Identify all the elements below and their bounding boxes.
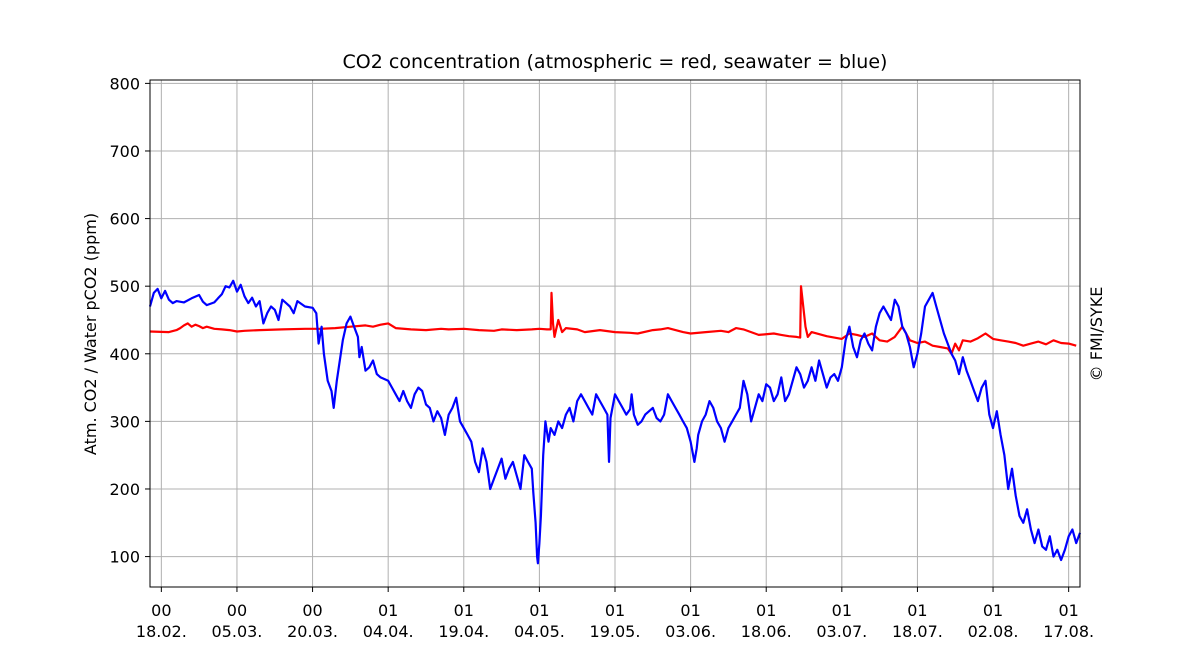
x-tick-date-label: 19.05.	[590, 622, 641, 641]
x-tick-date-label: 05.03.	[212, 622, 263, 641]
x-tick-hour-label: 01	[907, 601, 927, 620]
x-tick-hour-label: 00	[302, 601, 322, 620]
x-tick-hour-label: 01	[832, 601, 852, 620]
x-tick-date-label: 04.04.	[363, 622, 414, 641]
x-tick-hour-label: 01	[378, 601, 398, 620]
chart-title: CO2 concentration (atmospheric = red, se…	[343, 51, 888, 73]
atmospheric-co2-line	[149, 285, 1077, 355]
ticks: 100 200 300 400 500 600 700 800 00 18.02. 00 05.03.…	[109, 74, 1094, 641]
x-tick-hour-label: 01	[454, 601, 474, 620]
x-tick-date-label: 18.06.	[741, 622, 792, 641]
x-tick-date-label: 19.04.	[438, 622, 489, 641]
x-tick-hour-label: 00	[227, 601, 247, 620]
y-tick-label: 500	[109, 277, 140, 296]
y-tick-label: 700	[109, 142, 140, 161]
watermark: © FMI/SYKE	[1087, 287, 1106, 382]
y-tick-label: 600	[109, 210, 140, 229]
seawater-pco2-line	[148, 279, 1082, 565]
x-tick-hour-label: 00	[151, 601, 171, 620]
y-tick-label: 100	[109, 548, 140, 567]
x-tick-date-label: 20.03.	[287, 622, 338, 641]
y-tick-label: 300	[109, 412, 140, 431]
y-tick-label: 800	[109, 74, 140, 93]
x-tick-date-label: 02.08.	[968, 622, 1019, 641]
x-tick-hour-label: 01	[983, 601, 1003, 620]
grid	[150, 80, 1080, 587]
x-tick-date-label: 17.08.	[1043, 622, 1094, 641]
y-axis-label: Atm. CO2 / Water pCO2 (ppm)	[81, 213, 100, 455]
x-tick-date-label: 03.07.	[816, 622, 867, 641]
x-tick-hour-label: 01	[1058, 601, 1078, 620]
x-tick-hour-label: 01	[756, 601, 776, 620]
x-tick-date-label: 18.07.	[892, 622, 943, 641]
x-tick-date-label: 18.02.	[136, 622, 187, 641]
y-tick-label: 400	[109, 345, 140, 364]
y-tick-label: 200	[109, 480, 140, 499]
x-tick-date-label: 03.06.	[665, 622, 716, 641]
x-tick-hour-label: 01	[605, 601, 625, 620]
x-tick-hour-label: 01	[680, 601, 700, 620]
x-tick-date-label: 04.05.	[514, 622, 565, 641]
x-tick-hour-label: 01	[529, 601, 549, 620]
series-layer	[148, 279, 1082, 565]
